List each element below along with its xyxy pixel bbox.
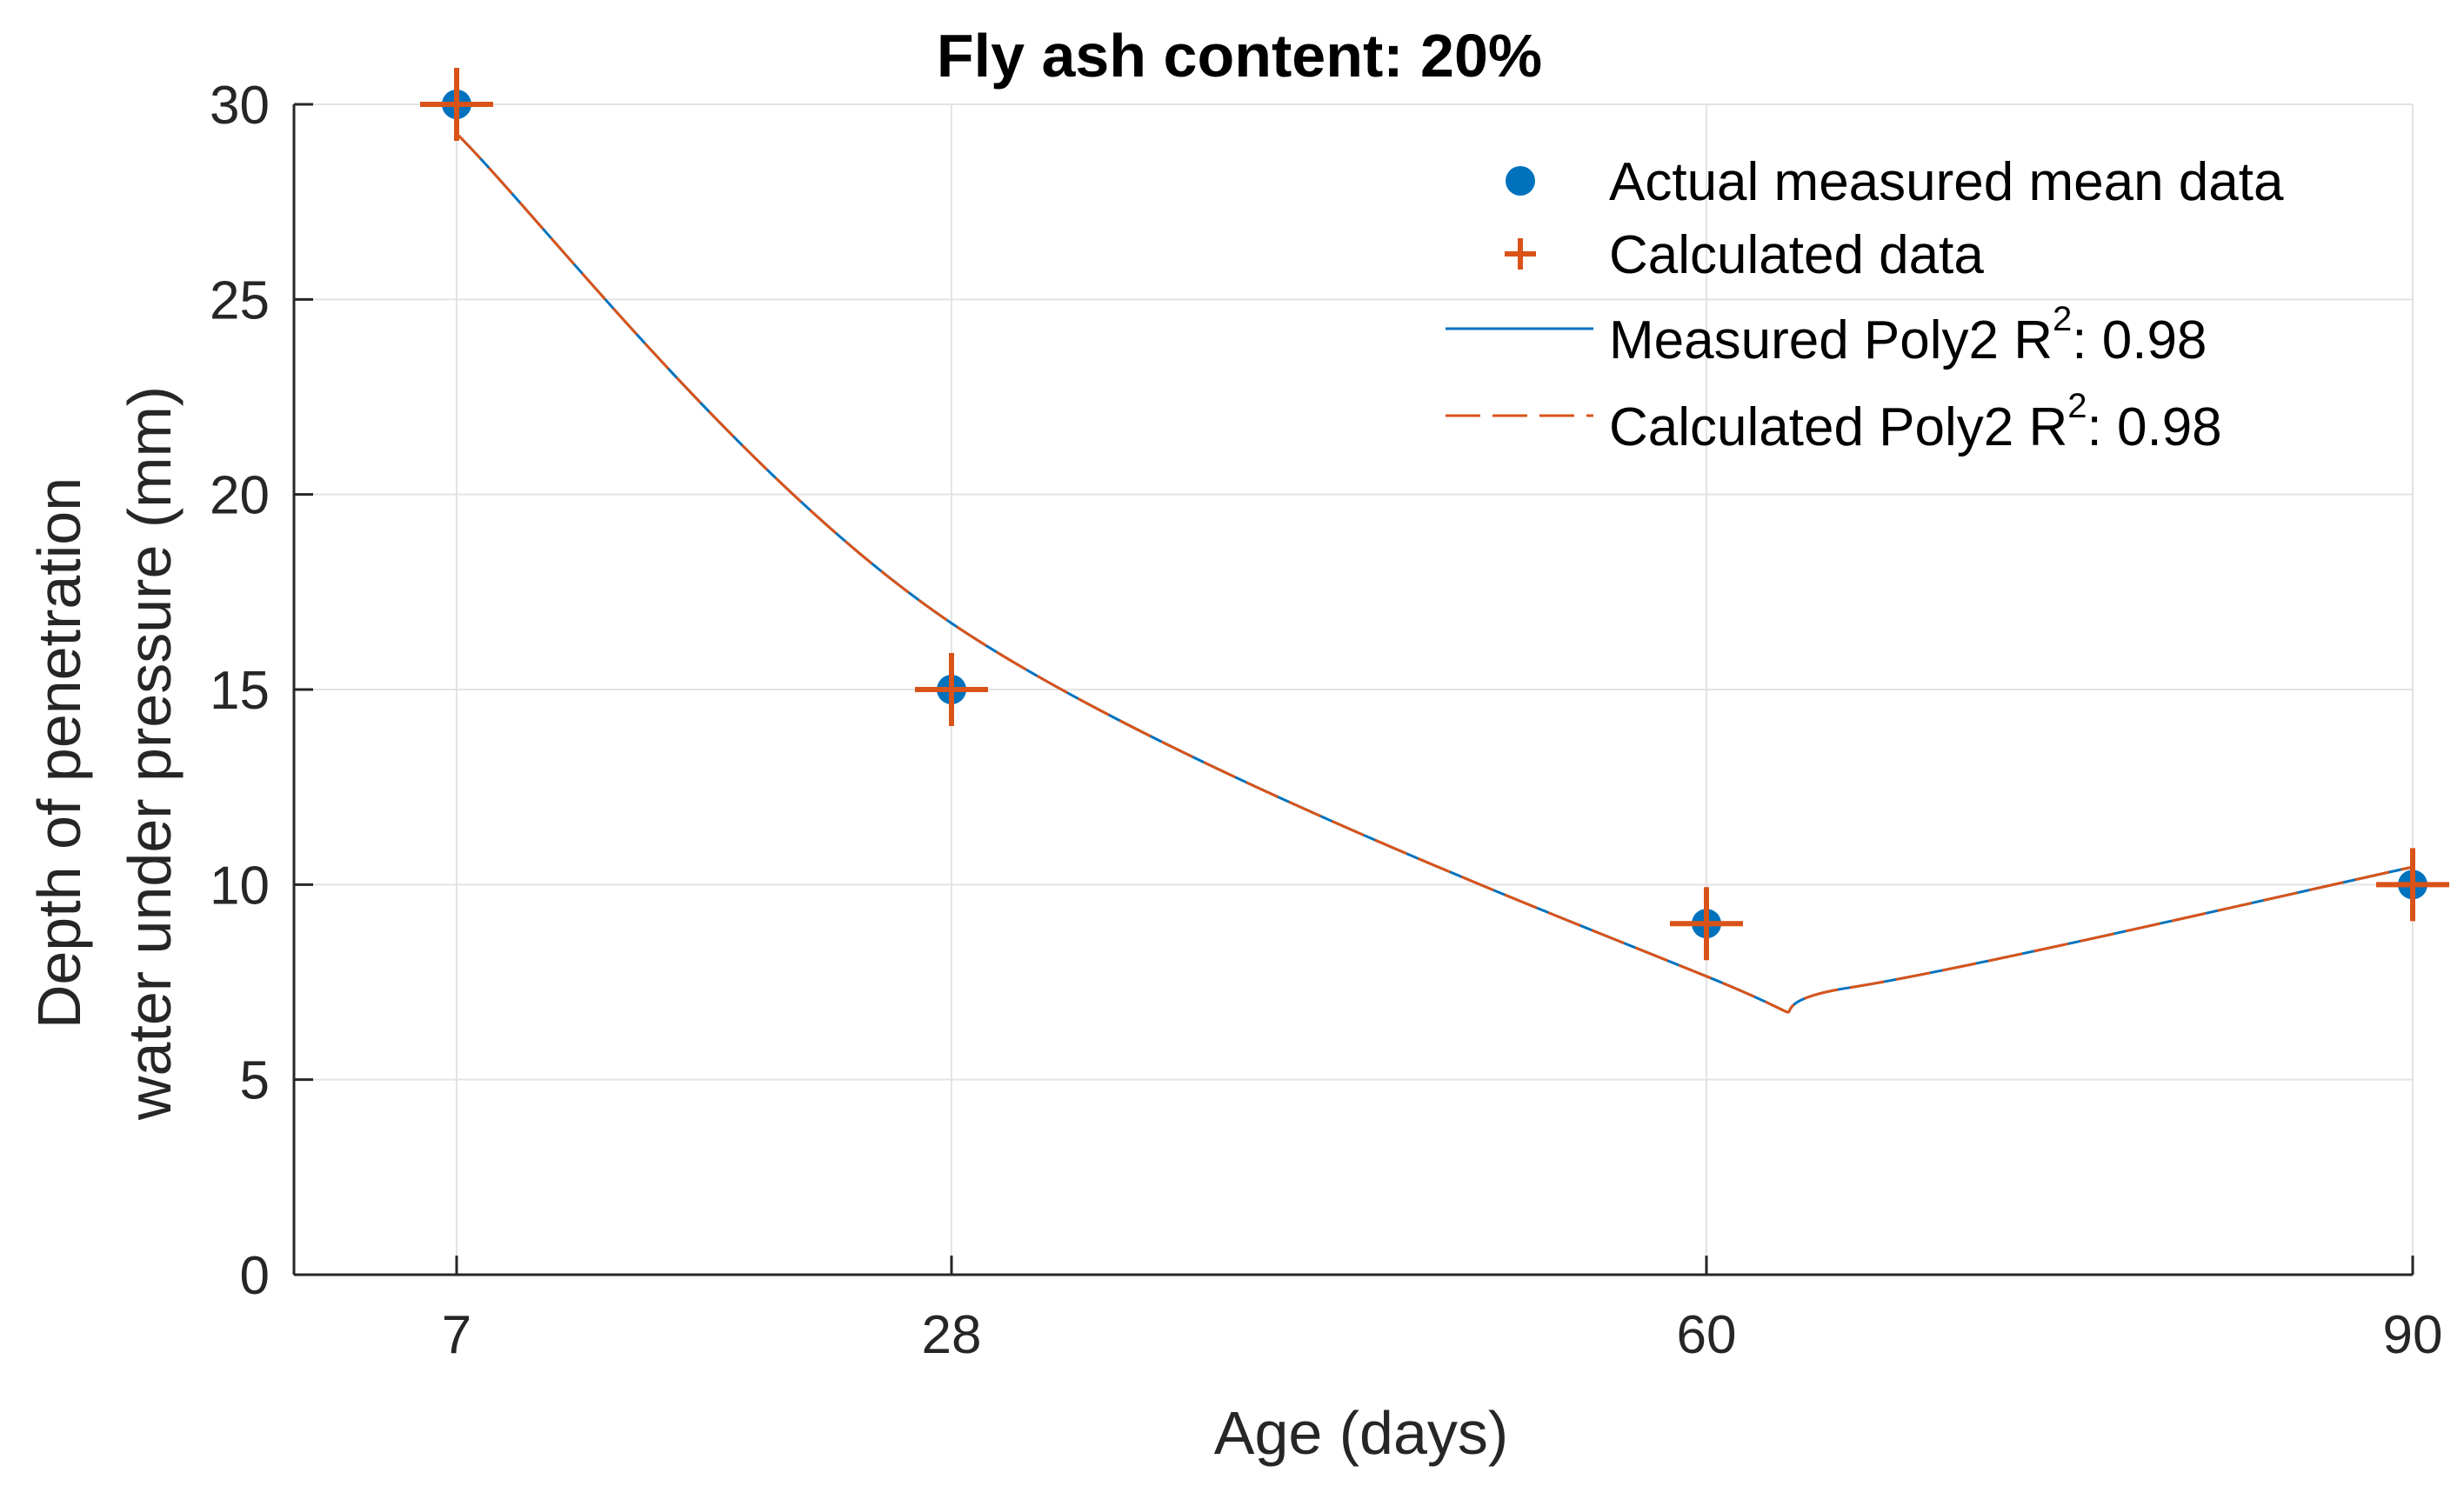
fit-layer [455, 132, 2414, 1014]
calculated-point [1670, 887, 1743, 961]
legend-calculated-fit-r2-value: : 0.98 [2087, 397, 2222, 457]
y-axis-label-line-1: Depth of penetration [25, 477, 93, 1029]
chart-title: Fly ash content: 20% [937, 22, 1542, 90]
y-tick-label: 25 [210, 270, 270, 330]
legend-measured-fit-name: Measured Poly2 R [1609, 310, 2053, 370]
axes-layer [292, 103, 2414, 1276]
x-tick-label: 90 [2383, 1305, 2443, 1365]
x-tick-label: 60 [1677, 1305, 1737, 1365]
legend-calculated-label: Calculated data [1609, 225, 1984, 285]
legend-calculated-fit-name: Calculated Poly2 R [1609, 397, 2067, 457]
y-axis-label-line-2: water under pressure (mm) [116, 386, 184, 1121]
calculated-point [2376, 848, 2449, 922]
legend-calculated-fit-label: Calculated Poly2 R2: 0.98 [1609, 387, 2222, 457]
y-tick-label: 0 [240, 1246, 270, 1306]
legend-measured-fit-label: Measured Poly2 R2: 0.98 [1609, 300, 2207, 370]
y-tick-label: 15 [210, 661, 270, 721]
marker-layer [420, 68, 2449, 961]
y-tick-label: 5 [240, 1051, 270, 1111]
x-axis-label: Age (days) [1214, 1399, 1508, 1467]
y-tick-label: 20 [210, 466, 270, 526]
legend-calculated-fit-superscript: 2 [2067, 387, 2087, 425]
y-tick-label: 30 [210, 76, 270, 136]
legend: Actual measured mean data Calculated data… [1446, 152, 2284, 457]
calculated-poly2-fit-line [455, 132, 2414, 1014]
legend-measured-fit-r2-value: : 0.98 [2072, 310, 2207, 370]
calculated-point [915, 653, 988, 726]
legend-measured-fit-superscript: 2 [2053, 300, 2072, 338]
grid-layer [294, 103, 2414, 1275]
legend-calculated-marker [1505, 238, 1536, 270]
calculated-point [420, 68, 493, 141]
x-tick-label: 28 [922, 1305, 982, 1365]
y-tick-label: 10 [210, 856, 270, 916]
label-layer: 0 5 10 15 20 25 30 7 28 60 90 Fly ash content: 20% A… [25, 22, 2442, 1467]
x-tick-label: 7 [442, 1305, 471, 1365]
legend-measured-label: Actual measured mean data [1609, 152, 2284, 212]
legend-measured-marker [1506, 166, 1535, 196]
